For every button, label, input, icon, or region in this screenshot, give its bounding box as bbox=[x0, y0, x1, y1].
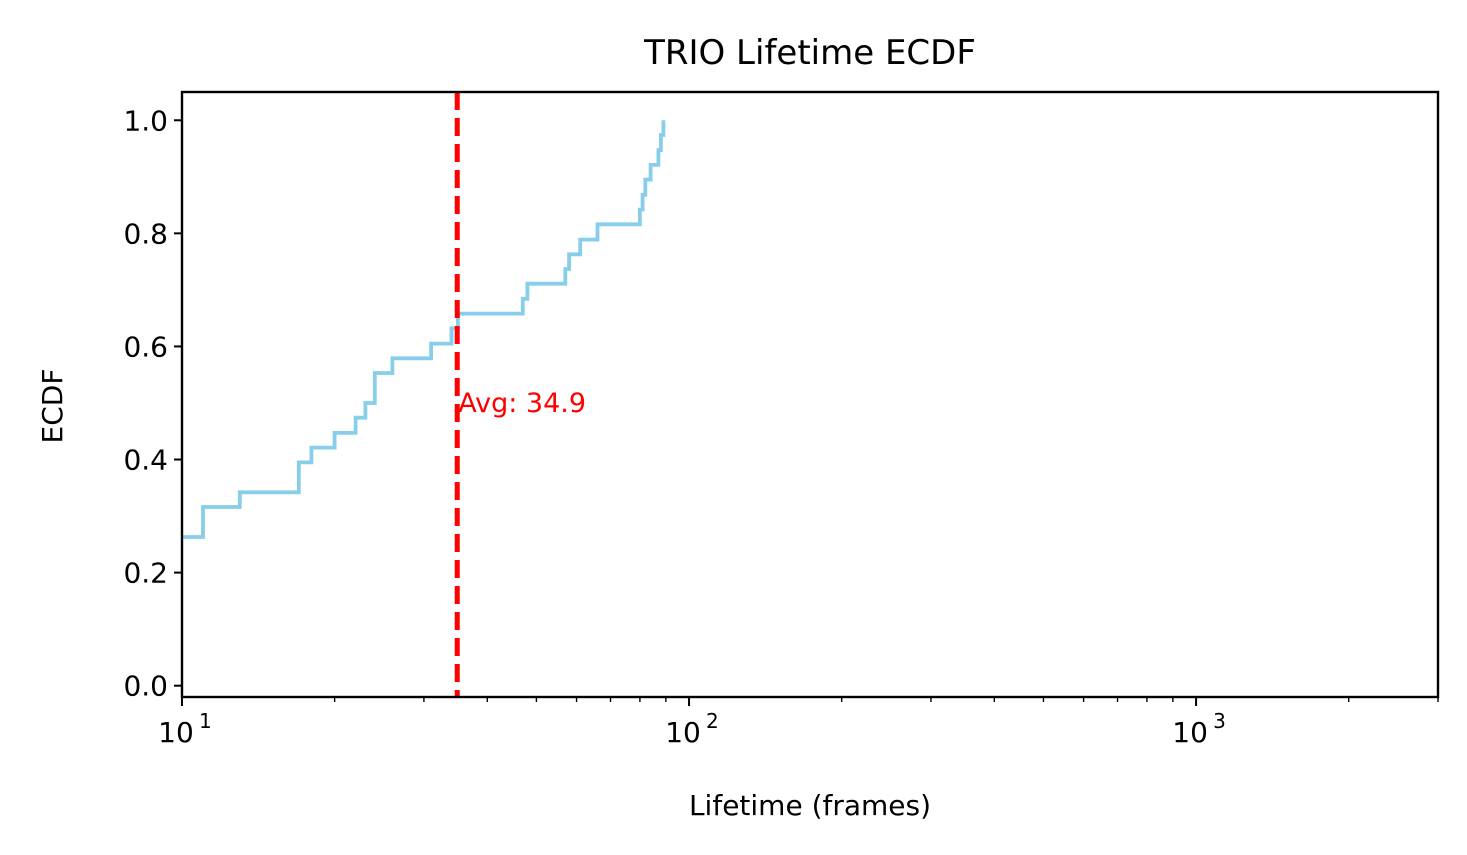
y-tick-label: 0.4 bbox=[123, 444, 168, 477]
x-axis-label: Lifetime (frames) bbox=[689, 789, 931, 822]
x-tick-label: 10 bbox=[665, 716, 701, 749]
y-tick-label: 0.8 bbox=[123, 217, 168, 250]
chart-title: TRIO Lifetime ECDF bbox=[643, 33, 976, 73]
x-tick-exponent: 1 bbox=[199, 709, 212, 733]
x-axis-ticks: 10 1 10 2 10 3 bbox=[158, 697, 1439, 749]
y-tick-label: 0.0 bbox=[123, 670, 168, 703]
y-tick-label: 0.6 bbox=[123, 330, 168, 363]
y-axis-label: ECDF bbox=[36, 369, 69, 444]
ecdf-step-line bbox=[182, 120, 666, 539]
plot-frame bbox=[180, 90, 1440, 699]
x-tick-exponent: 3 bbox=[1213, 709, 1226, 733]
y-tick-label: 0.2 bbox=[123, 557, 168, 590]
x-tick-label: 10 bbox=[158, 716, 194, 749]
plot-marks: Avg: 34.9 bbox=[182, 92, 666, 697]
y-axis-ticks: 0.0 0.2 0.4 0.6 0.8 1.0 bbox=[123, 104, 182, 703]
x-tick-exponent: 2 bbox=[706, 709, 719, 733]
average-annotation: Avg: 34.9 bbox=[458, 388, 586, 419]
x-tick-label: 10 bbox=[1172, 716, 1208, 749]
y-tick-label: 1.0 bbox=[123, 104, 168, 137]
